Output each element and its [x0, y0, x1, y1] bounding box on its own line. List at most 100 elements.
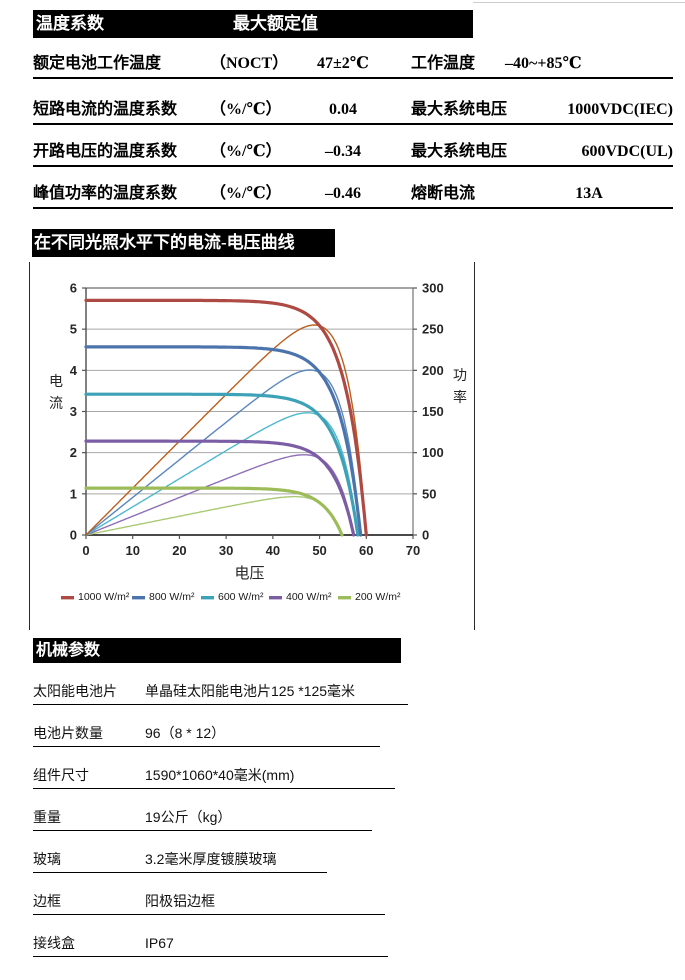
mechanical-params-header-bar: 机械参数: [33, 638, 401, 663]
iv-curve-200: [84, 486, 344, 537]
iv-curve-600: [84, 392, 360, 537]
x-axis-title: 电压: [234, 565, 264, 582]
x-tick-label: 60: [359, 543, 373, 558]
table-row: 玻璃 3.2毫米厚度镀膜玻璃: [33, 848, 327, 873]
table-row: 额定电池工作温度 （NOCT） 47±2℃ 工作温度 –40~+85℃: [33, 53, 673, 79]
right-tick-label: 200: [422, 363, 444, 378]
legend-label: 600 W/m²: [218, 591, 264, 603]
table-row: 组件尺寸 1590*1060*40毫米(mm): [33, 764, 395, 789]
y-axis-title-right: 功率: [453, 367, 467, 405]
x-tick-label: 20: [172, 543, 186, 558]
right-tick-label: 100: [422, 445, 444, 460]
legend-item: 600 W/m²: [201, 591, 264, 603]
row-label-2: 工作温度: [411, 55, 476, 72]
row-value-2: –40~+85℃: [505, 55, 582, 72]
right-tick-label: 0: [422, 528, 429, 543]
row-param: （%/℃）: [210, 185, 282, 202]
row-param: （NOCT）: [210, 55, 289, 72]
legend-item: 400 W/m²: [269, 591, 332, 603]
row-value: 0.04: [329, 101, 357, 118]
row-value: 1590*1060*40毫米(mm): [145, 767, 295, 783]
mechanical-params-title: 机械参数: [36, 642, 101, 659]
right-tick-label: 50: [422, 486, 436, 501]
legend-label: 1000 W/m²: [78, 591, 130, 603]
legend-item: 200 W/m²: [338, 591, 401, 603]
pv-curve-600: [85, 412, 359, 536]
row-label: 组件尺寸: [33, 767, 89, 783]
row-label-2: 熔断电流: [411, 185, 476, 202]
pv-curve-400: [85, 454, 355, 536]
iv-pv-chart-figure: 0 1 2 3 4 5 6 0 50 100 150 200 250 300 0 10 20 30 40 50 60 70…: [29, 262, 475, 630]
row-value: 3.2毫米厚度镀膜玻璃: [145, 851, 277, 867]
page-top-hairline: [473, 2, 685, 3]
left-tick-label: 3: [70, 404, 77, 419]
row-label: 额定电池工作温度: [33, 55, 162, 72]
table-row: 电池片数量 96（8 * 12）: [33, 722, 380, 747]
legend-label: 400 W/m²: [286, 591, 332, 603]
x-tick-label: 10: [125, 543, 139, 558]
row-label: 边框: [33, 893, 61, 909]
row-label: 太阳能电池片: [33, 683, 117, 699]
y-axis-title-left: 电流: [49, 373, 63, 411]
table-row: 峰值功率的温度系数 （%/℃） –0.46 熔断电流 13A: [33, 183, 673, 209]
row-value: –0.46: [325, 185, 361, 202]
legend-label: 800 W/m²: [149, 591, 195, 603]
pv-curve-200: [85, 495, 343, 536]
left-tick-label: 0: [70, 528, 77, 543]
row-value: 单晶硅太阳能电池片125 *125毫米: [145, 683, 356, 699]
iv-curve-1000: [84, 298, 368, 537]
row-value: 47±2℃: [317, 55, 369, 72]
iv-curve-400: [84, 439, 356, 537]
legend-swatch: [269, 596, 282, 600]
legend-item: 800 W/m²: [132, 591, 195, 603]
row-value: –0.34: [325, 143, 361, 160]
left-tick-label: 2: [70, 445, 77, 460]
row-label-2: 最大系统电压: [411, 101, 508, 118]
row-label-2: 最大系统电压: [411, 143, 508, 160]
right-tick-label: 300: [422, 281, 444, 296]
x-tick-label: 40: [266, 543, 280, 558]
left-tick-label: 1: [70, 486, 77, 501]
legend-swatch: [132, 596, 145, 600]
x-tick-label: 50: [312, 543, 326, 558]
legend-item: 1000 W/m²: [61, 591, 130, 603]
pv-curve-800: [85, 369, 362, 536]
right-tick-label: 150: [422, 404, 444, 419]
left-tick-label: 6: [70, 281, 77, 296]
row-label: 短路电流的温度系数: [33, 101, 178, 118]
row-label: 开路电压的温度系数: [33, 143, 178, 160]
row-label: 重量: [33, 809, 61, 825]
left-tick-label: 5: [70, 322, 77, 337]
table-row: 接线盒 IP67: [33, 932, 388, 957]
x-tick-label: 30: [219, 543, 233, 558]
row-value-2: 1000VDC(IEC): [567, 101, 673, 118]
legend-swatch: [338, 596, 351, 600]
legend-swatch: [201, 596, 214, 600]
pv-curve-1000: [85, 324, 367, 536]
right-tick-label: 250: [422, 322, 444, 337]
row-value: IP67: [145, 935, 174, 951]
table-row: 太阳能电池片 单晶硅太阳能电池片125 *125毫米: [33, 680, 408, 705]
row-value-2: 13A: [575, 185, 603, 202]
legend-swatch: [61, 596, 74, 600]
iv-curve-800: [84, 345, 363, 537]
table-row: 开路电压的温度系数 （%/℃） –0.34 最大系统电压 600VDC(UL): [33, 141, 673, 167]
max-ratings-title: 最大额定值: [233, 14, 318, 33]
table-row: 边框 阳极铝边框: [33, 890, 385, 915]
legend-label: 200 W/m²: [355, 591, 401, 603]
x-tick-label: 0: [82, 543, 89, 558]
row-value-2: 600VDC(UL): [581, 143, 673, 160]
row-value: 96（8 * 12）: [145, 725, 226, 741]
row-label: 峰值功率的温度系数: [33, 185, 178, 202]
temp-coefficients-header-bar: 温度系数 最大额定值: [33, 10, 473, 38]
row-param: （%/℃）: [210, 143, 282, 160]
temp-coefficients-title: 温度系数: [36, 14, 104, 33]
row-value: 阳极铝边框: [145, 893, 215, 909]
row-label: 电池片数量: [33, 725, 103, 741]
iv-curve-section-title: 在不同光照水平下的电流-电压曲线: [34, 233, 295, 252]
row-label: 玻璃: [33, 851, 61, 867]
row-value: 19公斤（kg）: [145, 809, 232, 825]
row-label: 接线盒: [33, 935, 75, 951]
